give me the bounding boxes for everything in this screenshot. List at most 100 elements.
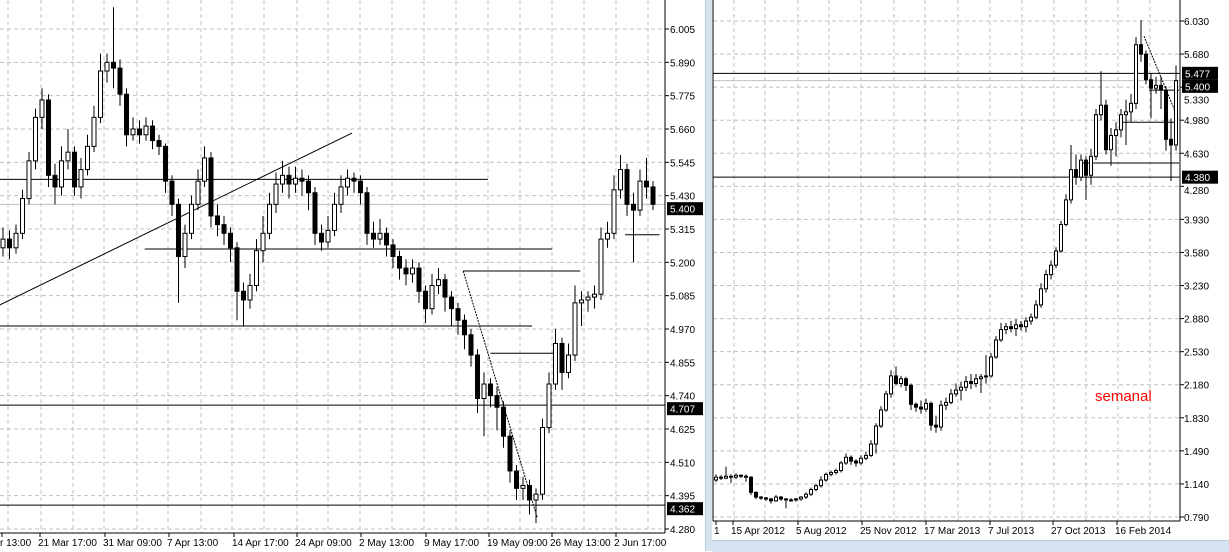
y-tick-label: 6.030 [1184,17,1209,28]
bull-candle [879,409,883,427]
y-tick-label: 3.930 [1184,215,1209,226]
y-tick-label: 4.630 [1184,149,1209,160]
bull-candle [637,180,643,211]
bear-candle [854,460,858,464]
x-tick-label: 27 Oct 2013 [1051,526,1106,537]
bear-candle [163,145,168,182]
bull-candle [182,232,188,258]
weekly-chart: 6.030 5.680 5.477 5.400 5.330 4.980 4.630 4.380… [712,0,1218,537]
bull-candle [611,189,617,234]
bull-candle [377,232,383,240]
bull-candle [864,454,868,459]
bear-candle [784,498,788,501]
bull-candle [195,180,201,205]
bull-candle [1039,288,1043,306]
bear-candle [7,238,12,249]
bull-candle [899,378,903,384]
bear-candle [1144,53,1148,81]
bear-candle [150,125,155,142]
bear-candle [488,383,493,397]
bear-candle [137,128,142,136]
price-label-box [1182,79,1218,93]
bull-candle [1014,324,1018,330]
bull-candle [0,238,6,249]
y-tick-label: 0.790 [1184,513,1209,524]
bear-candle [929,402,933,426]
x-tick-label: 15 Apr 2012 [731,526,785,537]
bear-candle [384,232,389,246]
y-tick-label: 1.140 [1184,480,1209,491]
bear-candle [909,384,913,405]
bull-candle [824,473,828,481]
price-label: 5.400 [670,205,695,216]
bull-candle [809,488,813,495]
bull-candle [202,157,207,182]
bear-candle [390,244,396,258]
bull-candle [26,160,32,200]
x-tick-label: 24 Apr 09:00 [295,538,352,549]
bear-candle [462,319,467,336]
bear-candle [306,180,311,194]
bull-candle [605,232,610,240]
x-tick-label: 16 Feb 2014 [1115,526,1172,537]
x-tick-label: 5 Aug 2012 [796,526,847,537]
bull-candle [944,401,948,406]
bull-candle [1089,155,1093,176]
bear-candle [156,140,162,147]
x-tick-label: 25 Nov 2012 [860,526,917,537]
price-label: 4.707 [670,405,695,416]
y-tick-label: 1.490 [1184,447,1209,458]
x-tick-label: 2 Jun 17:00 [614,538,667,549]
y-tick-label: 4.625 [670,425,695,436]
bear-candle [1159,84,1163,91]
bear-candle [72,151,77,188]
bear-candle [416,267,422,292]
price-label-box [667,402,703,416]
bull-candle [1109,135,1113,151]
bear-candle [849,456,853,462]
bull-candle [999,329,1003,341]
bull-candle [1049,264,1053,276]
bull-candle [566,354,571,373]
bull-candle [1134,44,1138,104]
bull-candle [130,128,136,136]
y-tick-label: 3.580 [1184,248,1209,259]
bull-candle [1029,316,1033,322]
bull-candle [819,479,823,487]
bull-candle [959,386,963,391]
bear-candle [299,177,305,182]
bull-candle [247,284,253,301]
bear-candle [403,267,409,275]
bull-candle [949,393,953,403]
x-tick-label: r 13:00 [0,538,32,549]
bear-candle [904,378,908,386]
price-label-box [1182,170,1218,184]
bull-candle [20,198,25,234]
bull-candle [254,250,259,286]
bull-candle [410,267,415,275]
bear-candle [739,474,743,477]
scrollbar-strip[interactable] [712,540,1229,552]
bear-candle [624,169,630,205]
bear-candle [312,192,318,234]
bull-candle [884,393,888,411]
bull-candle [1054,250,1058,266]
y-tick-label: 4.855 [670,358,695,369]
bull-candle [1124,111,1128,116]
bull-candle [1034,304,1038,318]
y-tick-label: 2.180 [1184,381,1209,392]
bear-candle [754,491,758,498]
y-tick-label: 4.395 [670,492,695,503]
bear-candle [1009,326,1013,330]
bull-candle [889,375,893,395]
bull-candle [874,425,878,445]
bull-candle [734,474,738,478]
bear-candle [364,192,370,234]
bull-candle [814,485,818,490]
bull-candle [332,203,337,231]
price-label: 4.362 [670,505,695,516]
bull-candle [598,238,604,295]
bear-candle [507,435,513,472]
trend-line [462,270,538,519]
window-splitter[interactable] [705,0,713,551]
